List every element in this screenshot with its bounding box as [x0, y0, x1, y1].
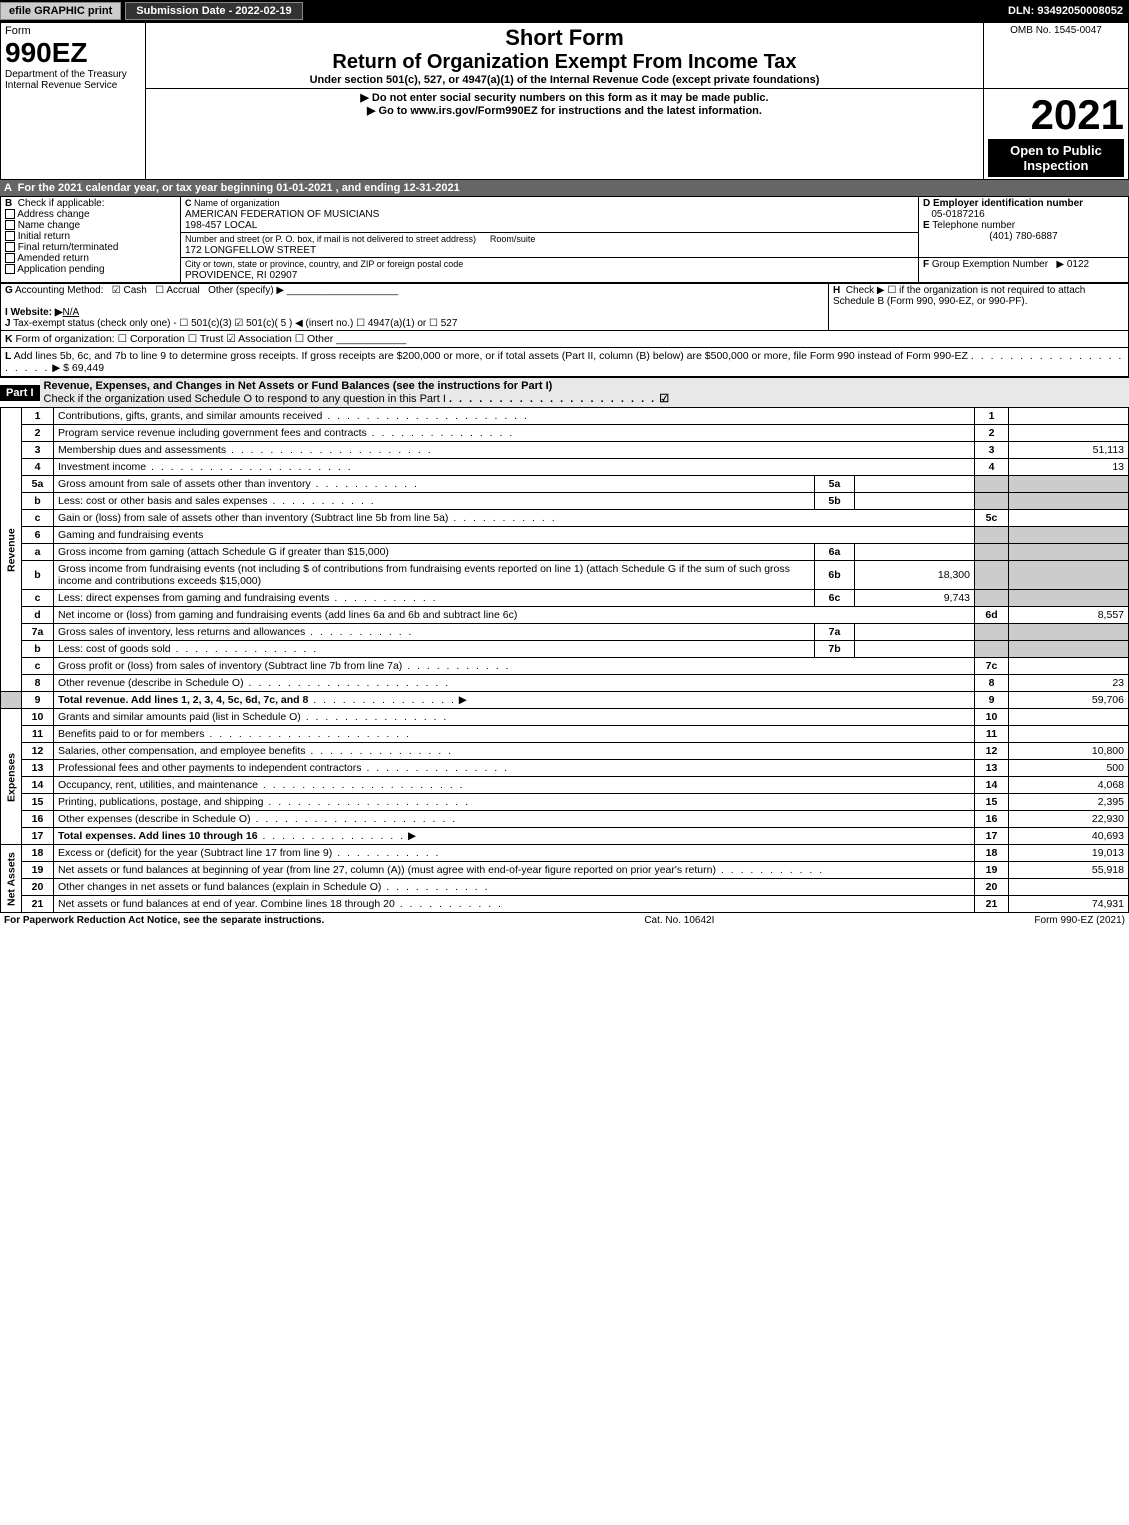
- final-return-checkbox[interactable]: [5, 242, 15, 252]
- part1-title: Revenue, Expenses, and Changes in Net As…: [40, 378, 1129, 407]
- section-h: H Check ▶ ☐ if the organization is not r…: [829, 284, 1129, 331]
- dept-label: Department of the Treasury Internal Reve…: [5, 69, 141, 91]
- form-word: Form: [5, 25, 141, 37]
- name-change-checkbox[interactable]: [5, 220, 15, 230]
- omb-cell: OMB No. 1545-0047: [984, 23, 1129, 89]
- application-pending-checkbox[interactable]: [5, 264, 15, 274]
- org-name: AMERICAN FEDERATION OF MUSICIANS 198-457…: [185, 209, 379, 231]
- top-bar: efile GRAPHIC print Submission Date - 20…: [0, 0, 1129, 22]
- dln-label: DLN: 93492050008052: [1008, 5, 1129, 17]
- org-info-table: B Check if applicable: Address change Na…: [0, 196, 1129, 283]
- org-name-cell: C Name of organization AMERICAN FEDERATI…: [181, 197, 919, 233]
- footer-cat: Cat. No. 10642I: [644, 915, 714, 926]
- phone-value: (401) 780-6887: [923, 231, 1124, 242]
- line-value: [1009, 408, 1129, 425]
- tax-year: 2021: [988, 91, 1124, 139]
- main-title: Return of Organization Exempt From Incom…: [150, 51, 979, 74]
- ein-value: 05-0187216: [931, 209, 984, 220]
- title-cell: Short Form Return of Organization Exempt…: [146, 23, 984, 89]
- section-g: G Accounting Method: ☑ Cash ☐ Accrual Ot…: [1, 284, 829, 331]
- amended-return-checkbox[interactable]: [5, 253, 15, 263]
- footer-left: For Paperwork Reduction Act Notice, see …: [4, 915, 324, 926]
- city-cell: City or town, state or province, country…: [181, 258, 919, 283]
- line-num: 1: [22, 408, 54, 425]
- goto-link[interactable]: ▶ Go to www.irs.gov/Form990EZ for instru…: [150, 104, 979, 117]
- expenses-side-label: Expenses: [1, 709, 22, 845]
- section-d-e: D Employer identification number 05-0187…: [919, 197, 1129, 258]
- form-header: Form 990EZ Department of the Treasury In…: [0, 22, 1129, 180]
- efile-print-button[interactable]: efile GRAPHIC print: [0, 2, 121, 20]
- gross-receipts-value: ▶ $ 69,449: [52, 362, 104, 374]
- street-cell: Number and street (or P. O. box, if mail…: [181, 233, 919, 258]
- tax-exempt-status: Tax-exempt status (check only one) - ☐ 5…: [13, 318, 457, 329]
- netassets-side-label: Net Assets: [1, 845, 22, 913]
- page-footer: For Paperwork Reduction Act Notice, see …: [0, 913, 1129, 928]
- line-ref: 1: [975, 408, 1009, 425]
- section-k: K Form of organization: ☐ Corporation ☐ …: [0, 331, 1129, 348]
- section-f: F Group Exemption Number ▶ 0122: [919, 258, 1129, 283]
- ssn-warning: ▶ Do not enter social security numbers o…: [150, 91, 979, 104]
- part1-table: Revenue 1 Contributions, gifts, grants, …: [0, 407, 1129, 913]
- group-exemption-value: ▶ 0122: [1056, 259, 1089, 270]
- g-h-table: G Accounting Method: ☑ Cash ☐ Accrual Ot…: [0, 283, 1129, 331]
- part1-badge: Part I: [0, 385, 40, 401]
- section-b: B Check if applicable: Address change Na…: [1, 197, 181, 283]
- address-change-checkbox[interactable]: [5, 209, 15, 219]
- revenue-side-label: Revenue: [1, 408, 22, 692]
- open-public-badge: Open to Public Inspection: [988, 139, 1124, 177]
- form-id-cell: Form 990EZ Department of the Treasury In…: [1, 23, 146, 180]
- instructions-cell: ▶ Do not enter social security numbers o…: [146, 89, 984, 180]
- subtitle: Under section 501(c), 527, or 4947(a)(1)…: [150, 74, 979, 86]
- street-value: 172 LONGFELLOW STREET: [185, 245, 316, 256]
- part1-header-row: Part I Revenue, Expenses, and Changes in…: [0, 377, 1129, 407]
- form-number: 990EZ: [5, 37, 141, 69]
- line-desc: Contributions, gifts, grants, and simila…: [54, 408, 975, 425]
- website-value: N/A: [63, 307, 80, 318]
- city-value: PROVIDENCE, RI 02907: [185, 270, 297, 281]
- section-l: L Add lines 5b, 6c, and 7b to line 9 to …: [0, 348, 1129, 377]
- initial-return-checkbox[interactable]: [5, 231, 15, 241]
- footer-form: Form 990-EZ (2021): [1034, 915, 1125, 926]
- top-left: efile GRAPHIC print Submission Date - 20…: [0, 2, 303, 20]
- submission-date-button[interactable]: Submission Date - 2022-02-19: [125, 2, 302, 20]
- year-open-cell: 2021 Open to Public Inspection: [984, 89, 1129, 180]
- short-form-title: Short Form: [150, 25, 979, 51]
- section-a: A For the 2021 calendar year, or tax yea…: [0, 180, 1129, 196]
